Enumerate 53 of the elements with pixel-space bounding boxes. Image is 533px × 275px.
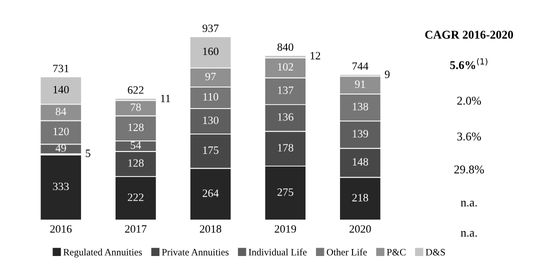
data-label: 264 <box>202 189 219 197</box>
data-label: 128 <box>128 124 144 132</box>
text: 3.6% <box>457 132 481 141</box>
legend-label: Private Annuities <box>162 248 229 256</box>
text: n.a. <box>460 200 477 207</box>
data-label: 148 <box>352 158 368 166</box>
x-tick-label: 2017 <box>125 225 146 233</box>
data-label: 49 <box>56 144 66 152</box>
data-label: 84 <box>56 108 66 116</box>
total-label: 622 <box>128 86 144 94</box>
data-label: 102 <box>278 63 294 71</box>
data-label: 222 <box>128 194 144 201</box>
text: CAGR 2016-2020 <box>425 30 514 39</box>
text: 2.0% <box>457 96 481 105</box>
total-label: 840 <box>277 43 294 51</box>
x-tick-label: 2020 <box>350 225 371 233</box>
data-label: 110 <box>203 93 218 101</box>
total-label: 731 <box>53 64 69 72</box>
data-label: 5 <box>86 150 90 158</box>
total-label: 937 <box>202 24 219 32</box>
data-label: 333 <box>53 182 69 190</box>
x-tick-label: 2016 <box>50 225 72 233</box>
legend-label: Other Life <box>326 248 367 256</box>
x-tick-label: 2018 <box>200 225 222 233</box>
data-label: 137 <box>278 86 294 94</box>
data-label: 97 <box>205 72 216 80</box>
text: 29.8% <box>454 165 484 174</box>
data-label: 138 <box>352 102 368 110</box>
data-label: 11 <box>161 94 170 102</box>
text: n.a. <box>460 231 477 237</box>
data-label: 91 <box>354 80 366 88</box>
legend-label: D&S <box>426 248 445 256</box>
data-label: 275 <box>278 188 294 196</box>
data-label: 136 <box>278 113 294 121</box>
total-label: 744 <box>352 62 368 70</box>
data-label: 218 <box>352 194 368 202</box>
text: 5.6%$^{(1)}$ <box>450 58 488 70</box>
data-label: 120 <box>54 128 69 136</box>
data-label: 139 <box>352 130 368 138</box>
data-label: 54 <box>130 142 142 149</box>
data-label: 9 <box>384 70 390 78</box>
data-label: 130 <box>203 116 218 124</box>
data-label: 160 <box>203 48 218 56</box>
data-label: 128 <box>128 159 144 167</box>
data-label: 175 <box>203 146 218 154</box>
legend-label: Individual Life <box>248 248 307 256</box>
data-label: 12 <box>310 52 320 60</box>
data-label: 178 <box>278 144 294 152</box>
legend-label: P&C <box>386 248 406 256</box>
data-label: 78 <box>130 103 141 111</box>
legend-label: Regulated Annuities <box>63 248 142 258</box>
x-tick-label: 2019 <box>274 225 296 233</box>
data-label: 140 <box>54 86 69 94</box>
